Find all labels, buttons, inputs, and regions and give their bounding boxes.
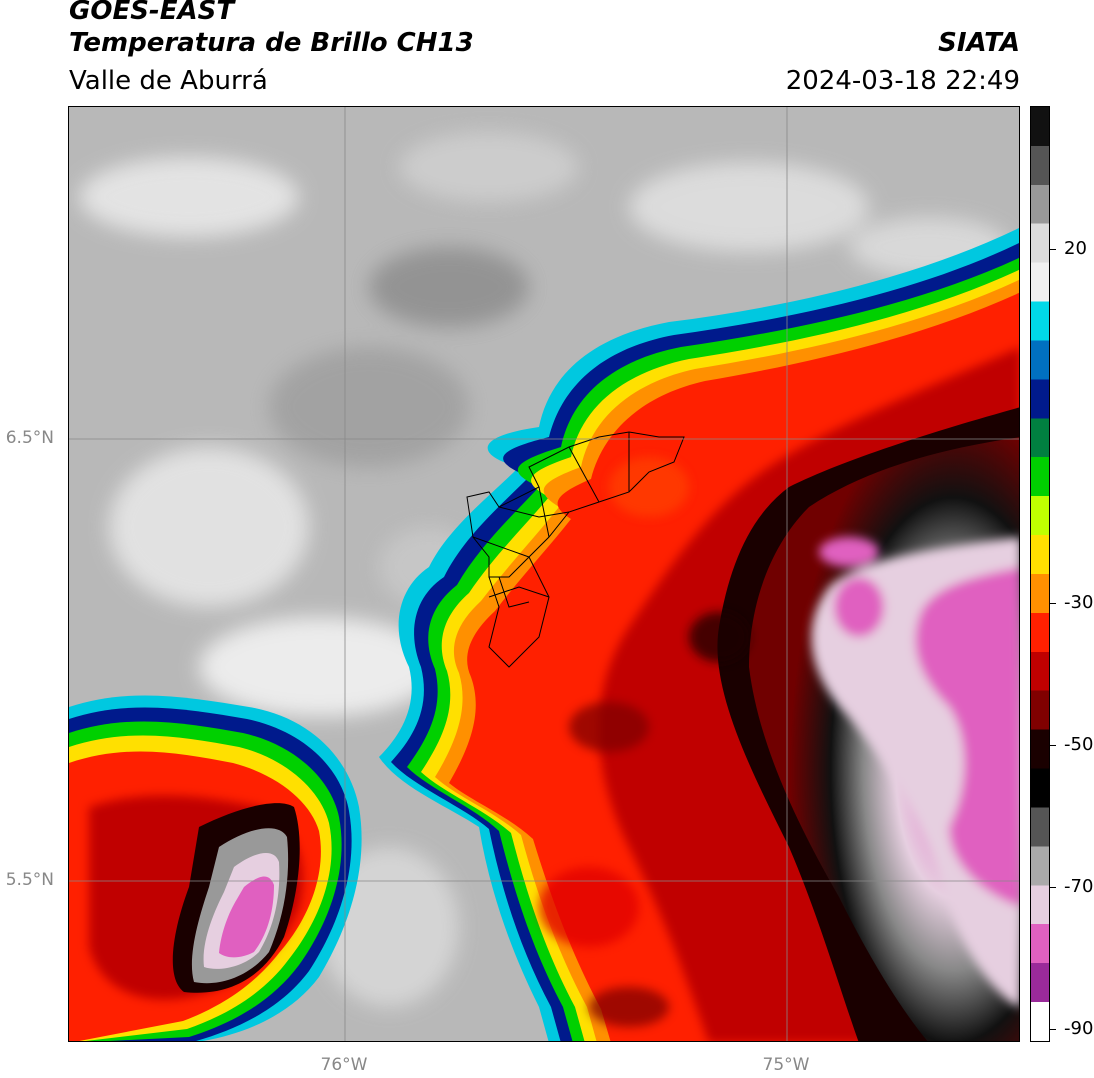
colorbar-tick: -70 — [1050, 876, 1093, 897]
timestamp-label: 2024-03-18 22:49 — [785, 66, 1020, 96]
colorbar-tick: 20 — [1050, 238, 1087, 259]
map-subtitle-region: Valle de Aburrá — [69, 66, 268, 96]
satellite-map[interactable] — [68, 106, 1020, 1042]
valle-de-aburra-boundaries — [466, 431, 685, 668]
map-title-product: Temperatura de Brillo CH13 — [69, 28, 474, 58]
map-title-satellite: GOES-EAST — [69, 0, 235, 26]
colorbar-tick: -50 — [1050, 734, 1093, 755]
colorbar — [1030, 106, 1050, 1042]
colorbar-tick: -30 — [1050, 592, 1093, 613]
storm-system-southwest — [69, 695, 362, 1041]
lon-label-76w: 76°W — [320, 1055, 368, 1075]
gridlines — [69, 107, 1019, 1041]
storm-system-east — [379, 227, 1019, 1041]
colorbar-tick: -90 — [1050, 1018, 1093, 1039]
lat-label-5-5n: 5.5°N — [5, 870, 54, 890]
lat-label-6-5n: 6.5°N — [5, 428, 54, 448]
lon-label-75w: 75°W — [762, 1055, 810, 1075]
agency-label: SIATA — [938, 28, 1020, 58]
